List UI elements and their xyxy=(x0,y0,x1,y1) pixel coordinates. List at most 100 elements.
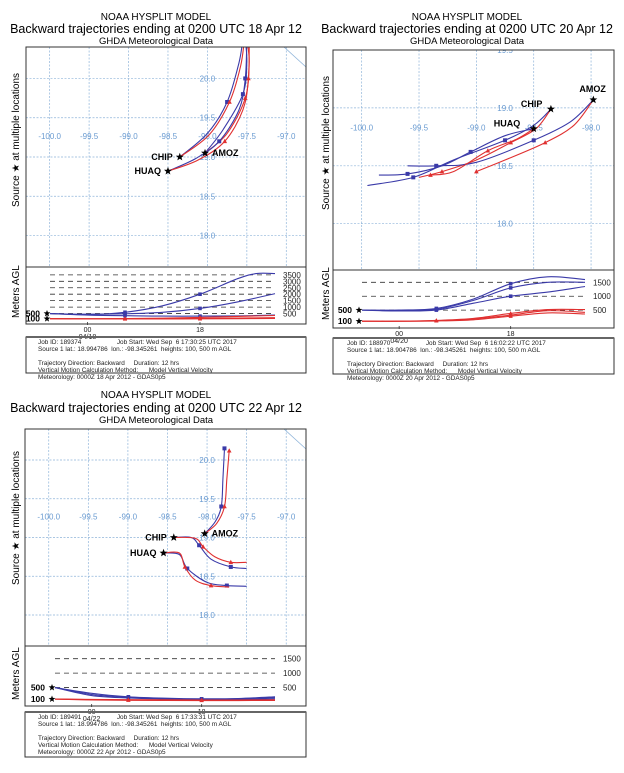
source-label: AMOZ xyxy=(579,84,606,94)
job-info-line xyxy=(347,354,546,361)
trajectory-chart: -100.0-99.5-99.0-98.5-98.019.519.018.518… xyxy=(332,46,615,375)
trajectory-marker xyxy=(226,448,232,453)
source-label: CHIP xyxy=(145,533,167,543)
height-marker xyxy=(508,281,513,286)
lat-tick-label: 18.5 xyxy=(199,572,215,581)
height-right-label: 3000 xyxy=(283,277,301,286)
chart-title: Backward trajectories ending at 0200 UTC… xyxy=(10,401,302,415)
trajectory-marker xyxy=(439,169,445,174)
trajectory-marker xyxy=(245,37,250,41)
trajectory-marker xyxy=(217,139,222,144)
height-left-label: 500 xyxy=(26,309,40,319)
trajectory-line xyxy=(430,128,534,176)
trajectory-marker xyxy=(503,138,508,143)
trajectory-marker xyxy=(228,564,233,569)
source-star-icon xyxy=(159,548,168,557)
trajectory-marker xyxy=(208,583,214,588)
height-right-label: 500 xyxy=(593,306,607,315)
height-right-label: 500 xyxy=(283,684,297,693)
map-area: -100.0-99.5-99.0-98.5-98.019.519.018.518… xyxy=(333,46,614,270)
lat-tick-label: 19.0 xyxy=(200,153,216,162)
trajectory-marker xyxy=(508,140,514,145)
lon-tick-label: -97.0 xyxy=(277,132,296,141)
trajectory-marker xyxy=(485,148,491,153)
trajectory-marker xyxy=(411,175,416,180)
chart-title: Backward trajectories ending at 0200 UTC… xyxy=(10,22,302,36)
trajectory-marker xyxy=(225,100,230,104)
height-right-label: 500 xyxy=(283,310,297,319)
height-right-label: 1500 xyxy=(593,278,611,287)
trajectory-panel-20apr: NOAA HYSPLIT MODEL Backward trajectories… xyxy=(310,0,624,382)
job-info-line: Trajectory Direction: Backward Duration:… xyxy=(38,735,180,742)
chart-subtitle: GHDA Meteorological Data xyxy=(409,36,525,47)
source-star-icon xyxy=(48,684,56,691)
trajectory-marker xyxy=(243,76,248,81)
source-star-icon xyxy=(43,315,51,322)
lon-tick-label: -97.5 xyxy=(238,513,257,522)
job-info: Job ID: 189374 Job Start: Wed Sep 6 17:3… xyxy=(38,339,237,381)
job-info: Job ID: 188970 Job Start: Wed Sep 6 16:0… xyxy=(347,340,546,382)
lon-tick-label: -99.0 xyxy=(467,124,486,133)
trajectory-panel-18apr: NOAA HYSPLIT MODEL Backward trajectories… xyxy=(0,0,312,381)
source-star-icon xyxy=(169,533,178,541)
chart-subtitle: GHDA Meteorological Data xyxy=(98,36,214,47)
trajectory-marker xyxy=(405,171,410,176)
height-marker xyxy=(198,292,202,297)
trajectory-chart: -100.0 -99.5 -99.0 -98.5 -98.0 -97.5 -97.020.0… xyxy=(25,37,307,374)
trajectory-marker xyxy=(228,559,234,565)
trajectory-line xyxy=(418,108,552,178)
trajectory-marker xyxy=(242,95,248,100)
height-line xyxy=(54,687,276,700)
model-title: NOAA HYSPLIT MODEL xyxy=(411,12,523,23)
height-marker xyxy=(122,316,128,321)
height-right-label: 1000 xyxy=(283,303,301,312)
height-x-tick-label: 18 xyxy=(196,327,204,334)
height-marker xyxy=(123,312,127,316)
trajectory-marker xyxy=(182,564,188,569)
job-info-line xyxy=(38,353,237,360)
lat-tick-label: 19.5 xyxy=(200,114,216,123)
trajectory-marker xyxy=(474,169,479,174)
lat-tick-label: 20.0 xyxy=(200,74,216,83)
model-title: NOAA HYSPLIT MODEL xyxy=(100,12,212,23)
lon-tick-label: -99.5 xyxy=(80,132,99,141)
source-label: HUAQ xyxy=(494,119,521,129)
height-left-label: 500 xyxy=(338,305,352,315)
trajectory-line xyxy=(167,47,250,172)
trajectory-marker xyxy=(219,504,224,509)
lat-tick-label: 19.0 xyxy=(497,104,513,113)
source-star-icon xyxy=(48,695,56,702)
trajectory-line xyxy=(163,551,230,588)
job-info-line: Vertical Motion Calculation Method: Mode… xyxy=(38,367,213,374)
trajectory-marker xyxy=(468,149,473,154)
trajectory-line xyxy=(476,99,594,173)
trajectory-panel-22apr: NOAA HYSPLIT MODEL Backward trajectories… xyxy=(0,385,312,773)
source-star-icon xyxy=(200,529,209,537)
trajectory-marker xyxy=(428,172,433,177)
lon-tick-label: -100.0 xyxy=(38,132,61,141)
job-info-line: Trajectory Direction: Backward Duration:… xyxy=(347,361,489,368)
lon-tick-label: -97.0 xyxy=(277,513,296,522)
trajectory-line xyxy=(163,552,247,587)
height-left-label: 100 xyxy=(338,316,352,326)
height-x-tick-date: 04/22 xyxy=(83,716,101,723)
lat-tick-label: 20.0 xyxy=(199,456,215,465)
height-right-label: 2500 xyxy=(283,284,301,293)
map-area: -100.0 -99.5 -99.0 -98.5 -98.0 -97.5 -97.020.0… xyxy=(26,37,306,267)
height-line xyxy=(361,285,586,312)
job-info-line: Job ID: 188970 Job Start: Wed Sep 6 16:0… xyxy=(347,340,546,347)
height-left-label: 500 xyxy=(31,683,45,693)
height-marker xyxy=(197,316,203,321)
chart-title: Backward trajectories ending at 0200 UTC… xyxy=(321,22,613,36)
height-x-tick-label: 00 xyxy=(395,331,403,338)
lon-tick-label: -100.0 xyxy=(350,124,373,133)
height-marker xyxy=(434,318,439,323)
source-star-icon xyxy=(589,95,598,104)
lat-tick-label: 19.5 xyxy=(497,46,513,55)
height-marker xyxy=(508,286,513,290)
height-marker xyxy=(126,697,131,702)
job-info: Job ID: 189491 Job Start: Wed Sep 6 17:3… xyxy=(38,714,237,756)
trajectory-marker xyxy=(200,544,206,549)
lon-tick-label: -97.5 xyxy=(238,132,257,141)
trajectory-line xyxy=(407,99,594,167)
